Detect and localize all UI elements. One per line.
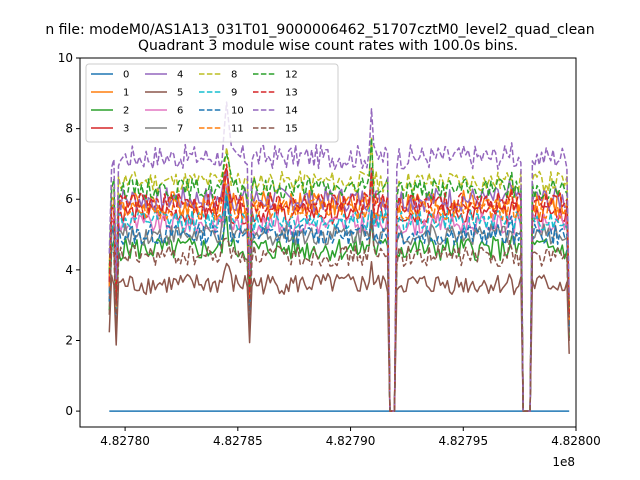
series-line-12 (108, 137, 570, 412)
legend-label: 13 (285, 88, 298, 99)
x-tick-label: 4.82785 (213, 434, 263, 448)
series-line-8 (108, 137, 570, 412)
legend-label: 14 (285, 106, 298, 117)
figure-suptitle: n file: modeM0/AS1A13_031T01_9000006462_… (45, 22, 594, 38)
legend-label: 0 (123, 70, 129, 81)
y-tick-label: 8 (65, 122, 73, 136)
series-layer (108, 101, 570, 412)
legend-label: 3 (123, 124, 129, 135)
series-line-2 (108, 215, 570, 412)
x-axis: 4.82780 4.82785 4.82790 4.82795 4.82800 (100, 427, 601, 448)
legend-label: 12 (285, 70, 298, 81)
series-line-11 (108, 171, 570, 412)
y-tick-label: 2 (65, 333, 73, 347)
series-line-10 (108, 196, 570, 412)
legend-label: 1 (123, 88, 129, 99)
y-tick-label: 6 (65, 192, 73, 206)
series-line-5 (108, 260, 570, 412)
x-tick-label: 4.82800 (551, 434, 601, 448)
y-tick-label: 0 (65, 404, 73, 418)
legend-label: 11 (231, 124, 244, 135)
x-offset-label: 1e8 (552, 455, 575, 469)
legend-label: 2 (123, 106, 129, 117)
legend-label: 4 (177, 70, 183, 81)
legend-label: 6 (177, 106, 183, 117)
series-line-13 (108, 163, 570, 412)
y-axis: 0 2 4 6 8 10 (58, 51, 80, 418)
x-tick-label: 4.82780 (100, 434, 150, 448)
x-tick-label: 4.82795 (438, 434, 488, 448)
y-tick-label: 4 (65, 263, 73, 277)
x-tick-label: 4.82790 (326, 434, 376, 448)
legend-label: 7 (177, 124, 183, 135)
chart-title: Quadrant 3 module wise count rates with … (138, 38, 518, 54)
legend-box (85, 63, 339, 143)
series-line-9 (108, 175, 570, 412)
legend-label: 5 (177, 88, 183, 99)
y-tick-label: 10 (58, 51, 73, 65)
legend-label: 8 (231, 70, 237, 81)
legend-label: 9 (231, 88, 237, 99)
series-line-14 (108, 101, 570, 412)
legend-label: 15 (285, 124, 298, 135)
legend-label: 10 (231, 106, 244, 117)
plot-frame (79, 57, 577, 428)
series-line-15 (108, 218, 570, 412)
